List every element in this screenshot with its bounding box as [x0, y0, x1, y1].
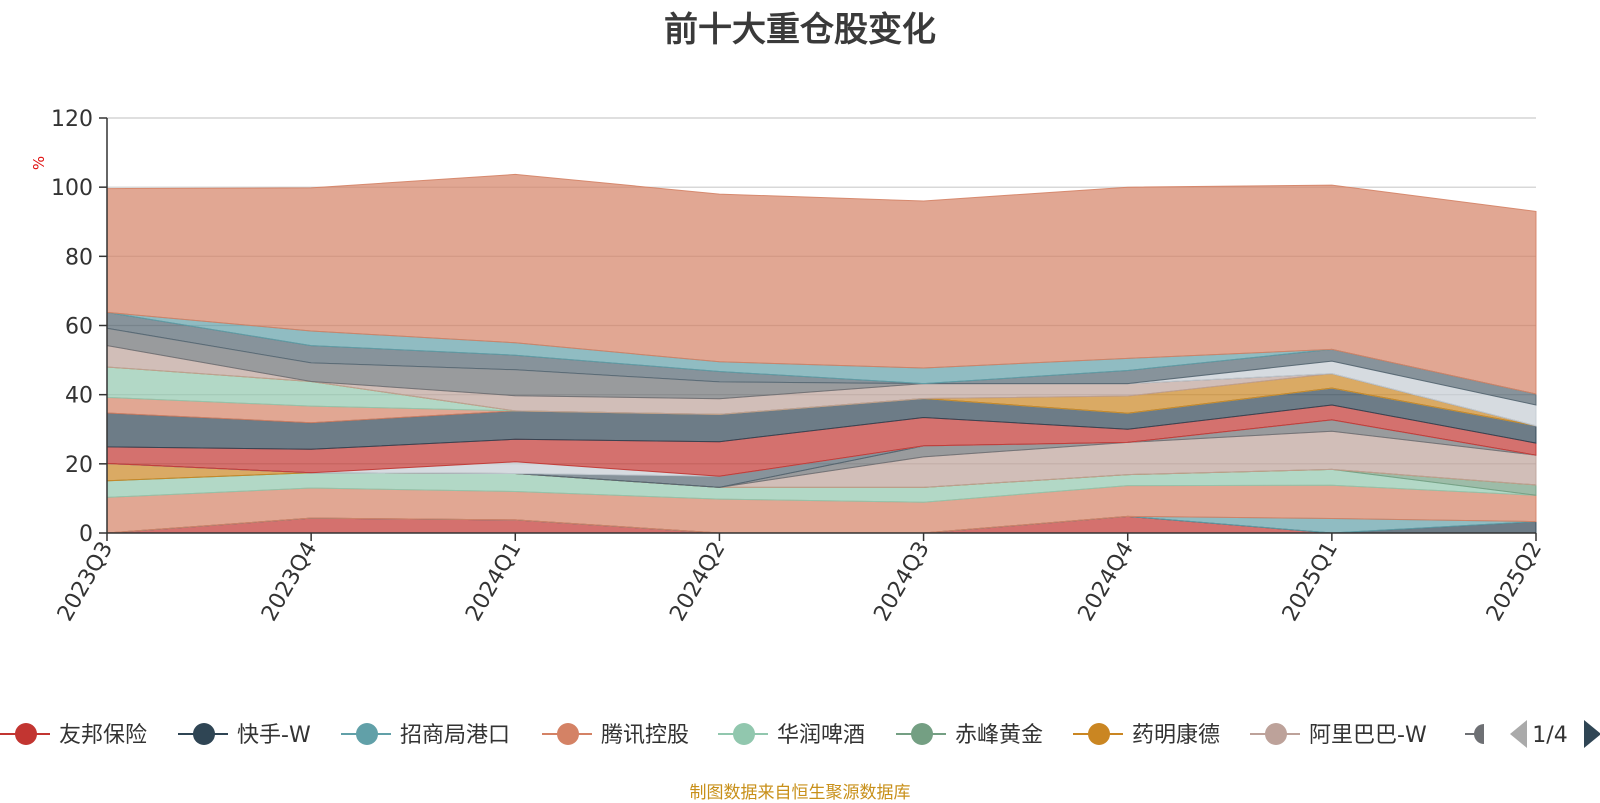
- legend-marker-icon: [733, 723, 755, 745]
- legend-label: 药明康德: [1132, 723, 1220, 748]
- legend-label: 招商局港口: [400, 723, 510, 748]
- x-tick-label: 2023Q3: [53, 538, 118, 626]
- x-tick-label: 2024Q3: [869, 538, 934, 626]
- legend-item[interactable]: 招商局港口: [341, 723, 510, 748]
- y-tick-label: 80: [65, 245, 93, 270]
- y-tick-label: 60: [65, 315, 93, 340]
- data-source-note: 制图数据来自恒生聚源数据库: [689, 783, 911, 803]
- x-tick-label: 2024Q4: [1074, 538, 1139, 626]
- legend-item[interactable]: 友邦保险: [0, 723, 147, 748]
- legend-next-page-icon[interactable]: [1584, 720, 1600, 748]
- legend-page-indicator: 1/4: [1532, 723, 1567, 748]
- y-tick-label: 120: [51, 107, 93, 132]
- legend-marker-icon: [557, 723, 579, 745]
- y-axis-unit-label: %: [30, 156, 48, 170]
- legend-label: 阿里巴巴-W: [1309, 723, 1427, 748]
- legend-label: 腾讯控股: [601, 723, 689, 748]
- legend-item[interactable]: 药明康德: [1073, 723, 1220, 748]
- stacked-areas: [106, 173, 1537, 534]
- legend-marker-icon: [15, 723, 37, 745]
- x-tick-label: 2024Q2: [665, 538, 730, 626]
- legend-label: 快手-W: [237, 723, 311, 748]
- x-tick-label: 2023Q4: [257, 538, 322, 626]
- y-tick-label: 40: [65, 384, 93, 409]
- y-tick-label: 100: [51, 176, 93, 201]
- chart-title: 前十大重仓股变化: [664, 10, 936, 50]
- legend-pager: 1/4: [1510, 720, 1600, 748]
- legend-label: 赤峰黄金: [955, 723, 1043, 748]
- x-tick-label: 2025Q1: [1278, 538, 1343, 626]
- legend-item[interactable]: 腾讯控股: [542, 723, 689, 748]
- y-tick-label: 0: [79, 522, 93, 547]
- legend-label: 华润啤酒: [777, 723, 865, 748]
- series-area-21: [106, 173, 1537, 395]
- legend-marker-icon: [193, 723, 215, 745]
- legend-overflow-marker-icon: [1474, 724, 1484, 744]
- legend-marker-icon: [1265, 723, 1287, 745]
- legend-item[interactable]: 快手-W: [178, 723, 311, 748]
- legend-label: 友邦保险: [59, 723, 147, 748]
- x-tick-label: 2024Q1: [461, 538, 526, 626]
- legend-marker-icon: [1088, 723, 1110, 745]
- legend-item[interactable]: 赤峰黄金: [896, 723, 1043, 748]
- legend-item[interactable]: 华润啤酒: [718, 723, 865, 748]
- legend: 友邦保险 快手-W 招商局港口 腾讯控股 华润啤酒 赤峰黄金 药明康德 阿里巴巴-W: [0, 723, 1484, 748]
- legend-marker-icon: [356, 723, 378, 745]
- x-tick-label: 2025Q2: [1482, 538, 1547, 626]
- legend-prev-page-icon[interactable]: [1510, 720, 1527, 748]
- legend-item[interactable]: 阿里巴巴-W: [1250, 723, 1427, 748]
- legend-marker-icon: [911, 723, 933, 745]
- y-tick-label: 20: [65, 453, 93, 478]
